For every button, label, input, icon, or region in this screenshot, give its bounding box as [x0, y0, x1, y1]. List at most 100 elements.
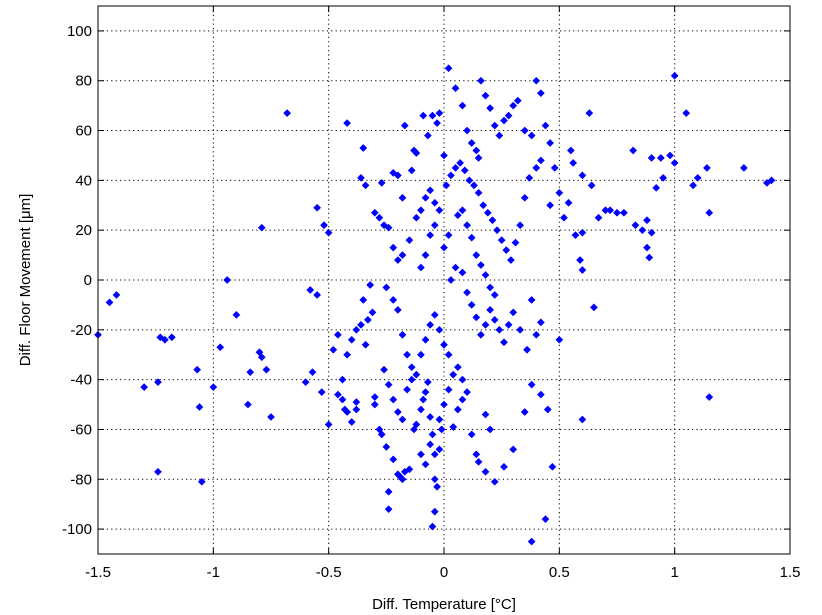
data-point	[410, 146, 418, 155]
data-point	[105, 298, 114, 307]
data-point	[421, 388, 430, 397]
data-point	[578, 415, 587, 424]
data-point	[643, 243, 651, 252]
data-point	[643, 216, 651, 225]
data-point	[257, 353, 266, 362]
data-point	[435, 445, 444, 454]
data-points	[94, 64, 776, 546]
data-point	[516, 325, 525, 334]
data-point	[693, 173, 702, 182]
data-point	[504, 320, 513, 329]
y-tick-label: -60	[70, 421, 92, 438]
data-point	[243, 400, 252, 409]
data-point	[472, 450, 481, 459]
data-point	[476, 261, 485, 270]
data-point	[389, 295, 398, 304]
data-point	[313, 203, 322, 212]
data-point	[407, 166, 416, 175]
data-point	[689, 181, 698, 190]
data-point	[458, 395, 467, 404]
data-point	[472, 146, 481, 155]
data-point	[442, 181, 451, 190]
data-point	[384, 487, 393, 496]
data-point	[474, 153, 483, 162]
data-point	[555, 335, 564, 344]
data-point	[569, 158, 578, 167]
data-point	[486, 104, 495, 113]
data-point	[527, 295, 536, 304]
x-tick-label: 0	[440, 564, 448, 581]
data-point	[435, 206, 444, 215]
data-point	[393, 305, 402, 314]
data-point	[520, 126, 529, 135]
data-point	[428, 430, 437, 439]
data-point	[257, 223, 266, 232]
data-point	[283, 109, 292, 118]
data-point	[301, 378, 310, 387]
data-point	[767, 176, 776, 185]
data-point	[520, 193, 529, 202]
data-point	[393, 256, 402, 265]
data-point	[377, 178, 386, 187]
data-point	[403, 350, 412, 359]
data-point	[536, 390, 545, 399]
data-point	[154, 378, 162, 387]
data-point	[506, 256, 515, 265]
data-point	[433, 482, 442, 491]
data-point	[520, 408, 529, 416]
y-tick-label: 40	[75, 172, 92, 189]
x-tick-labels: -1.5 -1 -0.5 0 0.5 1 1.5	[85, 564, 800, 581]
data-point	[416, 350, 425, 359]
data-point	[437, 425, 446, 434]
data-point	[333, 390, 342, 399]
data-point	[421, 251, 430, 260]
data-point	[193, 365, 202, 374]
data-point	[262, 365, 271, 374]
data-point	[594, 213, 603, 222]
data-point	[652, 183, 661, 192]
data-point	[536, 89, 545, 98]
data-point	[490, 477, 499, 486]
data-point	[357, 320, 365, 329]
data-point	[481, 91, 490, 100]
y-tick-label: 80	[75, 73, 92, 90]
data-point	[451, 263, 460, 272]
data-point	[479, 201, 488, 210]
data-point	[112, 290, 121, 299]
data-point	[440, 243, 448, 252]
y-tick-label: -80	[70, 471, 92, 488]
data-point	[347, 335, 356, 344]
data-point	[451, 84, 460, 93]
data-point	[467, 139, 476, 147]
data-point	[382, 442, 391, 451]
data-point	[476, 330, 485, 339]
data-point	[416, 450, 425, 459]
x-tick-label: 0.5	[549, 564, 570, 581]
data-point	[467, 233, 476, 242]
data-point	[347, 418, 356, 426]
data-point	[444, 64, 453, 73]
data-point	[490, 290, 499, 299]
data-point	[488, 216, 497, 225]
data-point	[426, 440, 435, 449]
data-point	[578, 266, 587, 274]
data-point	[509, 445, 518, 454]
y-tick-label: -100	[62, 521, 92, 538]
data-point	[578, 228, 587, 237]
data-point	[380, 365, 388, 374]
data-point	[407, 375, 416, 384]
data-point	[516, 221, 525, 230]
data-point	[167, 333, 176, 342]
data-point	[359, 144, 368, 152]
data-point	[377, 430, 386, 439]
data-point	[587, 181, 596, 190]
data-point	[446, 171, 455, 180]
axes-frame	[97, 5, 791, 555]
data-point	[449, 370, 458, 379]
data-point	[223, 276, 232, 284]
data-point	[481, 271, 490, 279]
data-point	[559, 213, 568, 222]
data-point	[423, 131, 432, 140]
data-point	[430, 221, 439, 230]
data-point	[446, 276, 455, 284]
